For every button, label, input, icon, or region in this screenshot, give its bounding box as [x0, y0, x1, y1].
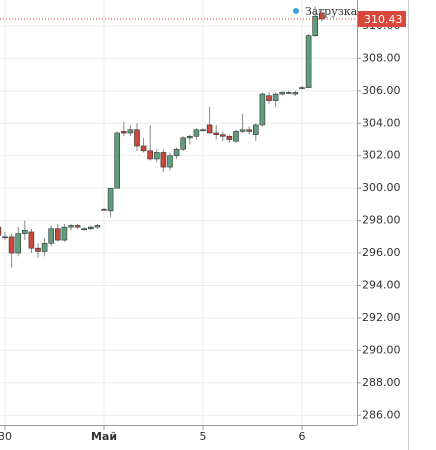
candle-body [61, 226, 68, 241]
candle-body [173, 148, 180, 157]
candle-body [187, 135, 193, 139]
candle-body [48, 228, 55, 244]
candle-body [200, 129, 206, 132]
candle-body [318, 12, 325, 20]
status-dot [293, 8, 299, 14]
candle-body [140, 145, 147, 152]
status-label: Загрузка [305, 5, 358, 18]
candle-body [107, 187, 114, 212]
candle-body [167, 155, 173, 168]
candle-body [68, 225, 74, 228]
candle-body [220, 134, 226, 137]
y-tick-label: 300.00 [362, 181, 401, 194]
x-tick-label: 30 [0, 430, 12, 443]
y-tick-label: 290.00 [362, 343, 401, 356]
candle-body [15, 233, 21, 254]
candle-body [266, 95, 272, 101]
y-tick-label: 302.00 [362, 149, 401, 162]
candle-body [154, 152, 160, 160]
candle-body [193, 129, 200, 137]
x-tick-label: Май [91, 430, 117, 443]
candle-body [0, 226, 2, 236]
y-tick-label: 286.00 [362, 408, 401, 421]
candle-body [21, 230, 28, 234]
candle-body [81, 228, 87, 231]
candle-body [41, 243, 48, 252]
candle-body [88, 226, 94, 230]
last-price-label: 310.43 [364, 13, 403, 26]
candle-body [127, 129, 134, 134]
x-tick-label: 6 [299, 430, 306, 443]
candle-body [299, 87, 305, 89]
candle-body [239, 129, 246, 132]
y-tick-label: 292.00 [362, 311, 401, 324]
candle-body [2, 236, 8, 239]
candle-body [94, 225, 101, 228]
candle-body [285, 92, 292, 94]
candle-body [233, 131, 239, 142]
candle-body [259, 93, 266, 126]
candle-body [28, 231, 35, 249]
candle-body [246, 129, 252, 132]
candle-body [226, 135, 233, 140]
y-tick-label: 288.00 [362, 376, 401, 389]
candle-body [312, 15, 319, 36]
candle-body [180, 137, 186, 150]
candle-body [35, 247, 41, 252]
candle-body [160, 152, 167, 168]
candle-body [253, 124, 259, 135]
candle-body [279, 92, 286, 95]
candle-body [54, 228, 61, 241]
candle-body [74, 225, 81, 228]
candle-body [147, 150, 153, 160]
candle-body [121, 131, 127, 134]
candle-body [292, 92, 299, 95]
candle-body [8, 236, 15, 254]
candle-body [213, 132, 219, 135]
y-tick-label: 304.00 [362, 116, 401, 129]
candle-body [206, 124, 213, 134]
candle-body [101, 208, 107, 211]
candle-body [272, 93, 279, 101]
y-tick-label: 296.00 [362, 246, 401, 259]
x-tick-label: 5 [200, 430, 207, 443]
y-tick-label: 298.00 [362, 214, 401, 227]
candle-body [134, 129, 140, 147]
y-tick-label: 294.00 [362, 278, 401, 291]
y-tick-label: 308.00 [362, 51, 401, 64]
y-tick-label: 306.00 [362, 84, 401, 97]
candle-body [305, 35, 312, 88]
candle-body [114, 132, 120, 189]
last-price-box [358, 10, 406, 27]
